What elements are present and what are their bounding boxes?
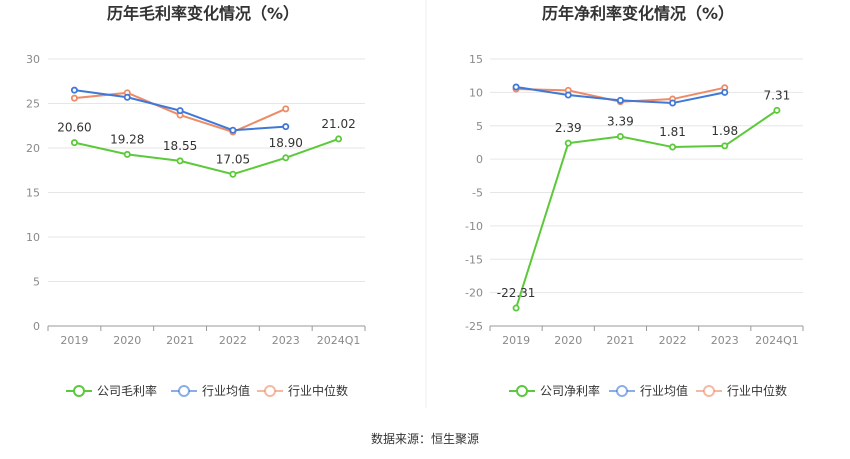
data-label: 20.60 bbox=[57, 121, 91, 135]
data-point bbox=[669, 99, 677, 107]
data-point bbox=[616, 132, 624, 140]
legend-item: 行业均值 bbox=[171, 383, 250, 398]
y-tick-label: -25 bbox=[465, 320, 483, 333]
data-point bbox=[564, 91, 572, 99]
source-note: 数据来源：恒生聚源 bbox=[371, 431, 479, 446]
legend-swatch-marker bbox=[264, 385, 276, 397]
y-tick-label: 10 bbox=[26, 231, 40, 244]
legend-swatch-marker bbox=[516, 385, 528, 397]
x-tick-label: 2024Q1 bbox=[317, 334, 361, 347]
legend-swatch-marker bbox=[616, 385, 628, 397]
y-tick-label: -5 bbox=[472, 187, 483, 200]
y-tick-label: 20 bbox=[26, 142, 40, 155]
legend-label: 行业均值 bbox=[202, 383, 250, 398]
data-label: 1.81 bbox=[659, 125, 686, 139]
legend-swatch-marker bbox=[178, 385, 190, 397]
data-point bbox=[282, 123, 290, 131]
x-tick-label: 2021 bbox=[166, 334, 194, 347]
data-point bbox=[564, 139, 572, 147]
x-tick-label: 2019 bbox=[502, 334, 530, 347]
x-tick-label: 2023 bbox=[272, 334, 300, 347]
data-point bbox=[123, 150, 131, 158]
legend-swatch-marker bbox=[73, 385, 85, 397]
y-tick-label: 5 bbox=[33, 276, 40, 289]
x-tick-label: 2020 bbox=[113, 334, 141, 347]
series-line bbox=[74, 137, 339, 176]
legend-label: 公司毛利率 bbox=[97, 383, 157, 398]
data-point bbox=[229, 170, 237, 178]
y-tick-label: -15 bbox=[465, 253, 483, 266]
y-tick-label: 0 bbox=[476, 153, 483, 166]
y-tick-label: 15 bbox=[26, 187, 40, 200]
data-point bbox=[176, 157, 184, 165]
data-label: 21.02 bbox=[321, 117, 355, 131]
y-tick-label: 5 bbox=[476, 120, 483, 133]
x-tick-label: 2022 bbox=[219, 334, 247, 347]
legend-item: 行业中位数 bbox=[696, 383, 787, 398]
chart-title: 历年净利率变化情况（%） bbox=[542, 4, 734, 23]
net-margin-chart: 历年净利率变化情况（%） -25 -20 -15 -10 -5 0 5 10 15 2019 2020… bbox=[465, 4, 804, 398]
data-point bbox=[123, 93, 131, 101]
data-label: 19.28 bbox=[110, 132, 144, 146]
x-tick-label: 2023 bbox=[711, 334, 739, 347]
legend-label: 行业中位数 bbox=[288, 383, 348, 398]
legend-item: 行业均值 bbox=[609, 383, 688, 398]
data-point bbox=[282, 105, 290, 113]
data-point bbox=[616, 96, 624, 104]
legend-item: 公司净利率 bbox=[509, 383, 600, 398]
data-point bbox=[282, 154, 290, 162]
data-label: 18.55 bbox=[163, 139, 197, 153]
x-tick-label: 2020 bbox=[554, 334, 582, 347]
data-point bbox=[70, 139, 78, 147]
y-tick-label: 0 bbox=[33, 320, 40, 333]
data-point bbox=[512, 83, 520, 91]
data-label: 18.90 bbox=[269, 136, 303, 150]
data-point bbox=[773, 106, 781, 114]
legend-item: 行业中位数 bbox=[257, 383, 348, 398]
data-point bbox=[229, 126, 237, 134]
legend-label: 公司净利率 bbox=[540, 383, 600, 398]
x-tick-label: 2019 bbox=[60, 334, 88, 347]
y-tick-label: 30 bbox=[26, 53, 40, 66]
data-label: 7.31 bbox=[764, 88, 791, 102]
data-point bbox=[512, 304, 520, 312]
data-label: 2.39 bbox=[555, 121, 582, 135]
y-tick-label: -10 bbox=[465, 220, 483, 233]
legend-label: 行业中位数 bbox=[727, 383, 787, 398]
data-label: -22.31 bbox=[497, 286, 536, 300]
legend-swatch-marker bbox=[703, 385, 715, 397]
data-point bbox=[721, 88, 729, 96]
y-tick-label: 25 bbox=[26, 98, 40, 111]
y-tick-label: 15 bbox=[469, 53, 483, 66]
data-point bbox=[70, 94, 78, 102]
data-point bbox=[335, 135, 343, 143]
x-tick-label: 2024Q1 bbox=[755, 334, 799, 347]
data-label: 17.05 bbox=[216, 152, 250, 166]
legend-label: 行业均值 bbox=[640, 383, 688, 398]
legend-item: 公司毛利率 bbox=[66, 383, 157, 398]
y-tick-label: -20 bbox=[465, 287, 483, 300]
data-point bbox=[669, 143, 677, 151]
data-point bbox=[176, 107, 184, 115]
data-label: 3.39 bbox=[607, 114, 634, 128]
x-tick-label: 2021 bbox=[606, 334, 634, 347]
chart-title: 历年毛利率变化情况（%） bbox=[107, 4, 299, 23]
data-point bbox=[70, 86, 78, 94]
data-point bbox=[721, 142, 729, 150]
series-line bbox=[515, 109, 778, 309]
gross-margin-chart: 历年毛利率变化情况（%） 0 5 10 15 20 25 30 2019 2020 2021 2022… bbox=[26, 4, 366, 398]
x-tick-label: 2022 bbox=[659, 334, 687, 347]
data-label: 1.98 bbox=[711, 124, 738, 138]
y-tick-label: 10 bbox=[469, 86, 483, 99]
